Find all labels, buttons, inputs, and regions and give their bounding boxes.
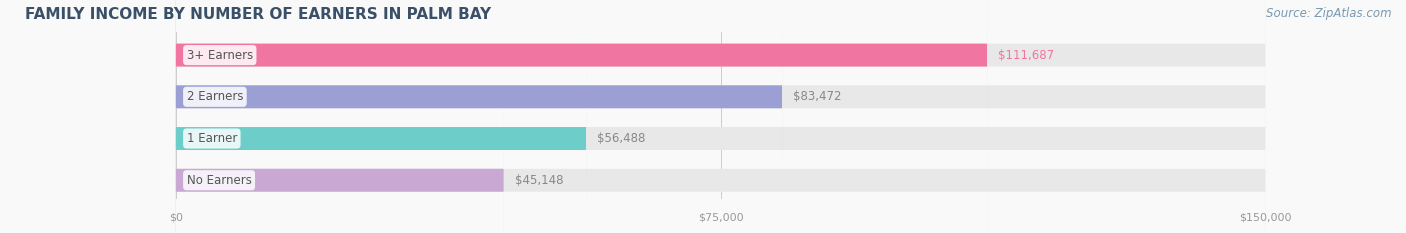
- FancyBboxPatch shape: [176, 0, 586, 233]
- FancyBboxPatch shape: [176, 0, 1265, 233]
- FancyBboxPatch shape: [176, 0, 1265, 233]
- FancyBboxPatch shape: [176, 0, 987, 233]
- Text: Source: ZipAtlas.com: Source: ZipAtlas.com: [1267, 7, 1392, 20]
- Text: $56,488: $56,488: [598, 132, 645, 145]
- Text: No Earners: No Earners: [187, 174, 252, 187]
- Text: 3+ Earners: 3+ Earners: [187, 48, 253, 62]
- Text: $111,687: $111,687: [998, 48, 1054, 62]
- Text: $83,472: $83,472: [793, 90, 842, 103]
- FancyBboxPatch shape: [176, 0, 503, 233]
- FancyBboxPatch shape: [176, 0, 782, 233]
- Text: 1 Earner: 1 Earner: [187, 132, 238, 145]
- Text: 2 Earners: 2 Earners: [187, 90, 243, 103]
- FancyBboxPatch shape: [176, 0, 1265, 233]
- FancyBboxPatch shape: [176, 0, 1265, 233]
- Text: FAMILY INCOME BY NUMBER OF EARNERS IN PALM BAY: FAMILY INCOME BY NUMBER OF EARNERS IN PA…: [25, 7, 492, 22]
- Text: $45,148: $45,148: [515, 174, 564, 187]
